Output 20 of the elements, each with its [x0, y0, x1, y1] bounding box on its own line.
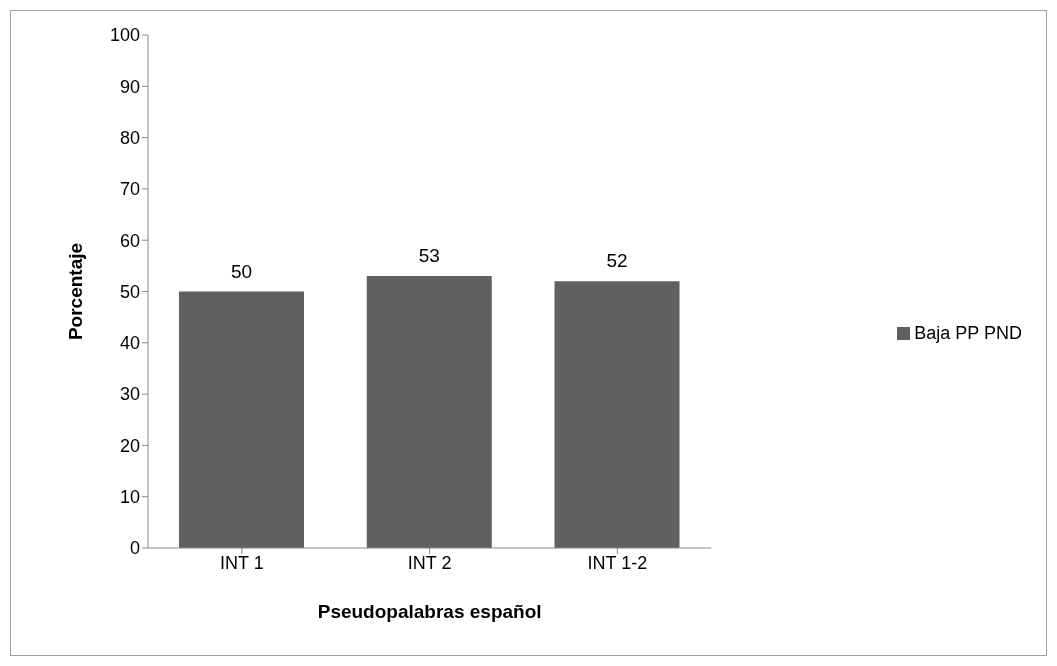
- y-tick-label: 50: [119, 281, 140, 302]
- data-label: 52: [606, 250, 628, 272]
- y-tick-label: 60: [119, 230, 140, 251]
- y-tick-label: 80: [119, 127, 140, 148]
- legend-label: Baja PP PND: [914, 322, 1022, 343]
- data-label: 50: [230, 260, 253, 282]
- y-tick-label: 90: [119, 76, 140, 97]
- x-tick-label: INT 1: [220, 552, 264, 573]
- y-tick-label: 20: [119, 435, 140, 456]
- y-tick-label: 0: [129, 538, 140, 559]
- x-tick-label: INT 2: [407, 552, 452, 573]
- x-axis-title: Pseudopalabras español: [317, 601, 542, 622]
- y-tick-label: 40: [119, 333, 140, 354]
- x-tick-label: INT 1-2: [587, 552, 648, 573]
- y-tick-label: 70: [119, 179, 140, 200]
- y-tick-label: 10: [119, 487, 140, 508]
- y-tick-label: 100: [109, 25, 140, 46]
- y-tick-label: 30: [119, 384, 140, 405]
- y-axis-title: Porcentaje: [64, 242, 86, 341]
- data-label: 53: [418, 245, 440, 267]
